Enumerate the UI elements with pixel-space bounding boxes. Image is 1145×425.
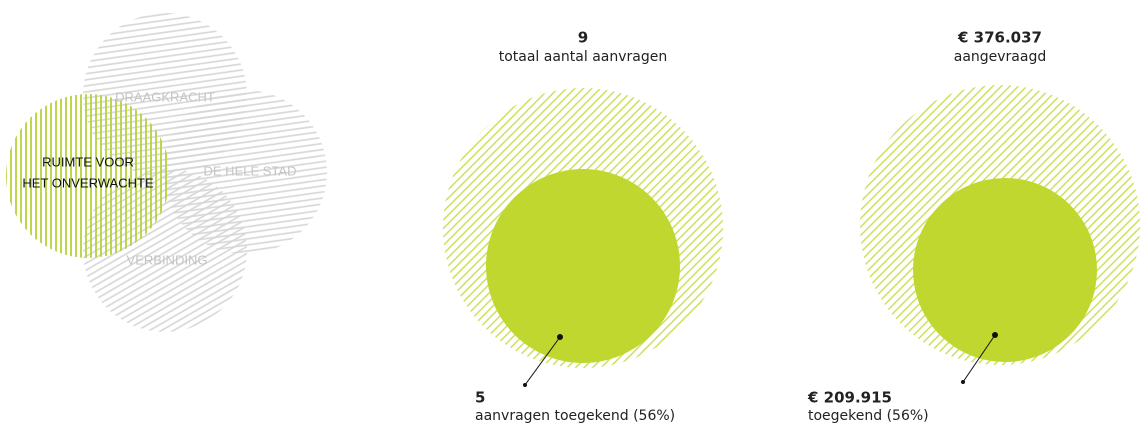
pointer [524,336,561,386]
granted-circle [486,169,680,363]
venn-label: DE HELE STAD [204,163,297,178]
granted-label: aanvragen toegekend (56%) [475,408,675,424]
pointer-dot [523,383,527,387]
pointer-dot [961,380,965,384]
venn-label: DRAAGKRACHT [115,89,215,104]
granted-label: toegekend (56%) [808,408,929,424]
total-value: 9 [578,29,588,47]
total-label: totaal aantal aanvragen [499,49,668,65]
total-label: aangevraagd [954,49,1047,65]
granted-value: € 209.915 [807,389,892,407]
venn-circle [6,94,170,258]
pointer [962,334,996,383]
pointer-dot [557,334,563,340]
venn-label: RUIMTE VOOR [42,154,134,169]
granted-value: 5 [475,389,485,407]
pointer-dot [992,332,998,338]
venn-label: VERBINDING [127,252,208,267]
granted-circle [913,178,1097,362]
total-value: € 376.037 [957,29,1042,47]
venn-label: HET ONVERWACHTE [22,175,154,190]
